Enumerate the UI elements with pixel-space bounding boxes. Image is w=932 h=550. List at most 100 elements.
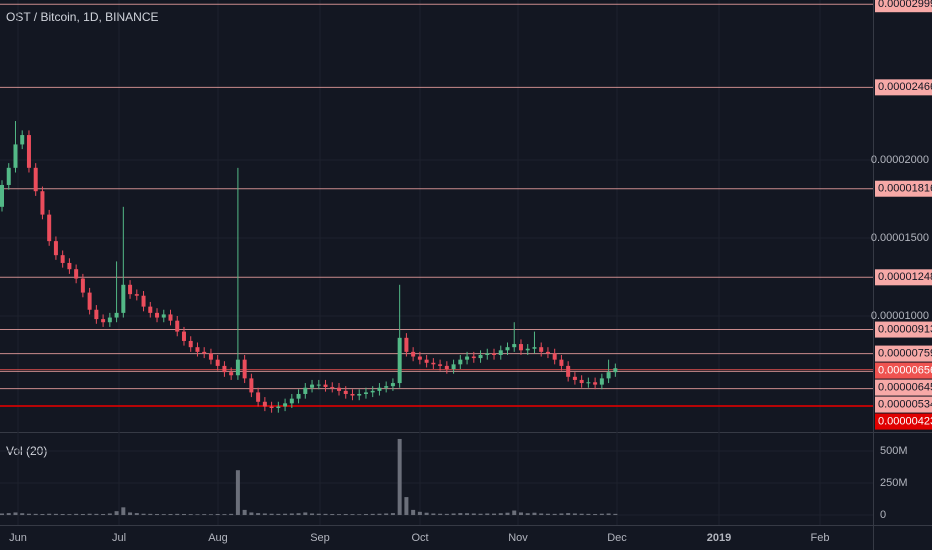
candle-body xyxy=(525,348,530,351)
candle-body xyxy=(545,351,550,354)
candle-body xyxy=(424,359,429,363)
volume-bar xyxy=(404,497,409,516)
volume-bar xyxy=(471,513,476,516)
volume-bar xyxy=(586,513,591,516)
candle-body xyxy=(168,314,173,321)
candle-body xyxy=(370,390,375,393)
candle-body xyxy=(134,294,139,296)
candle-body xyxy=(161,314,166,318)
candle-body xyxy=(606,372,611,379)
candle-body xyxy=(492,353,497,355)
volume-bar xyxy=(566,513,571,516)
volume-bar xyxy=(613,513,618,516)
candle-body xyxy=(242,359,247,379)
volume-bar xyxy=(229,513,234,516)
candle-body xyxy=(276,406,281,409)
candle-body xyxy=(6,167,11,185)
candle-body xyxy=(195,347,200,352)
volume-bar xyxy=(458,513,463,516)
volume-bar xyxy=(26,513,31,516)
candle-body xyxy=(431,362,436,365)
candle-body xyxy=(13,144,18,168)
volume-bar xyxy=(155,513,160,516)
volume-bar xyxy=(134,513,139,516)
volume-bar xyxy=(330,513,335,516)
candle-body xyxy=(121,284,126,313)
candle-body xyxy=(128,284,133,295)
volume-bar xyxy=(370,513,375,516)
volume-bar xyxy=(377,513,382,516)
volume-bar xyxy=(606,513,611,516)
volume-bar xyxy=(357,514,362,516)
volume-bar xyxy=(552,513,557,516)
volume-bar xyxy=(337,514,341,516)
candle-body xyxy=(94,309,99,320)
candle-body xyxy=(451,364,456,370)
candle-body xyxy=(323,384,328,387)
level-label-box xyxy=(875,396,932,413)
candle-body xyxy=(101,319,106,323)
volume-bar xyxy=(249,512,254,516)
volume-bar xyxy=(276,513,281,516)
candle-body xyxy=(80,278,85,293)
volume-bar xyxy=(121,507,126,516)
candle-body xyxy=(613,368,618,373)
candle-body xyxy=(465,356,470,360)
candle-body xyxy=(222,365,227,373)
candle-body xyxy=(0,184,4,207)
y-tick-label: 0.00002000 xyxy=(871,154,929,166)
volume-bar xyxy=(74,513,79,516)
candle-body xyxy=(397,337,402,384)
candle-body xyxy=(404,337,409,352)
volume-bar xyxy=(525,513,530,516)
volume-bar xyxy=(431,513,436,516)
x-tick-label: Dec xyxy=(607,532,627,544)
volume-bar xyxy=(492,513,497,516)
level-label: 0.00000534 xyxy=(878,398,932,410)
volume-bar xyxy=(283,513,288,516)
volume-bar xyxy=(478,513,483,516)
volume-bar xyxy=(599,513,604,516)
candle-body xyxy=(26,135,31,168)
volume-bar xyxy=(13,512,18,516)
x-tick-label: Aug xyxy=(208,532,228,544)
candle-body xyxy=(269,406,274,409)
level-label-box xyxy=(875,0,932,13)
volume-bar xyxy=(384,513,389,516)
volume-bar xyxy=(87,513,92,516)
volume-bar xyxy=(175,513,180,516)
volume-bar xyxy=(417,511,422,516)
volume-tick-label: 500M xyxy=(880,445,908,457)
candle-body xyxy=(303,387,308,394)
candle-body xyxy=(390,383,395,387)
volume-bar xyxy=(202,514,207,516)
volume-bar xyxy=(572,513,577,516)
level-label: 0.00000645 xyxy=(878,381,932,393)
candle-body xyxy=(485,353,490,355)
candle-body xyxy=(296,393,301,399)
volume-bar xyxy=(222,514,227,516)
volume-bar xyxy=(6,513,11,516)
level-label-box xyxy=(875,79,932,96)
volume-bar xyxy=(215,513,220,516)
chart-title: OST / Bitcoin, 1D, BINANCE xyxy=(6,10,159,24)
volume-bar xyxy=(60,513,65,516)
level-label: 0.00000423 xyxy=(878,415,932,427)
candle-body xyxy=(175,320,180,332)
candle-body xyxy=(87,292,92,310)
level-label-box xyxy=(875,379,932,396)
volume-bar xyxy=(518,512,523,516)
volume-bar xyxy=(269,513,274,516)
volume-bar xyxy=(94,513,99,516)
candle-body xyxy=(107,317,112,323)
candle-body xyxy=(417,356,422,360)
candle-body xyxy=(518,344,523,351)
candle-body xyxy=(330,386,335,388)
volume-bar xyxy=(444,513,449,516)
volume-bar xyxy=(424,512,429,516)
candle-body xyxy=(74,269,79,279)
candle-body xyxy=(249,378,254,393)
level-label-box xyxy=(875,413,932,430)
candle-body xyxy=(498,350,503,355)
volume-bar xyxy=(593,513,598,516)
